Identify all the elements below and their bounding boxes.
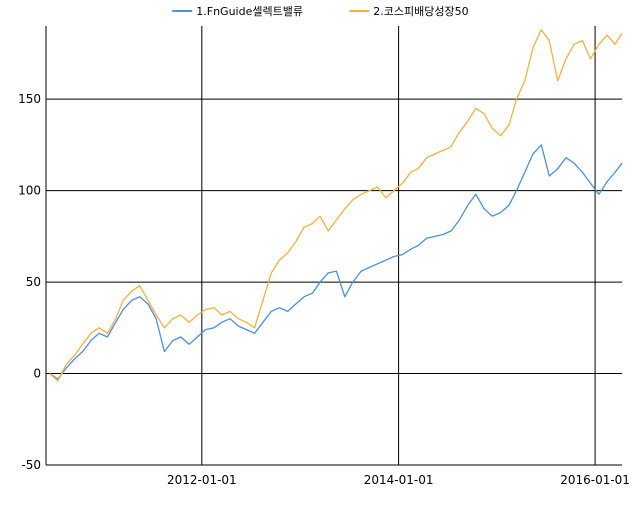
x-tick-label: 2016-01-01 xyxy=(560,473,630,487)
legend-label-1: 1.FnGuide셀렉트밸류 xyxy=(196,5,303,18)
series-layer xyxy=(49,29,623,382)
legend-label-2: 2.코스피배당성장50 xyxy=(373,5,468,18)
y-tick-label: 0 xyxy=(33,367,41,381)
x-tick-label: 2012-01-01 xyxy=(167,473,237,487)
y-tick-label: 50 xyxy=(26,275,41,289)
y-tick-label: 100 xyxy=(18,184,41,198)
x-tick-labels: 2012-01-01 2014-01-01 2016-01-01 xyxy=(167,473,630,487)
legend: 1.FnGuide셀렉트밸류 2.코스피배당성장50 xyxy=(172,5,469,18)
y-tick-labels: -50 0 50 100 150 xyxy=(18,92,41,472)
y-tick-label: -50 xyxy=(21,458,41,472)
gridlines xyxy=(46,26,622,466)
x-tick-label: 2014-01-01 xyxy=(364,473,434,487)
series-line-1 xyxy=(49,144,623,380)
y-tick-label: 150 xyxy=(18,92,41,106)
series-line-2 xyxy=(49,29,623,382)
